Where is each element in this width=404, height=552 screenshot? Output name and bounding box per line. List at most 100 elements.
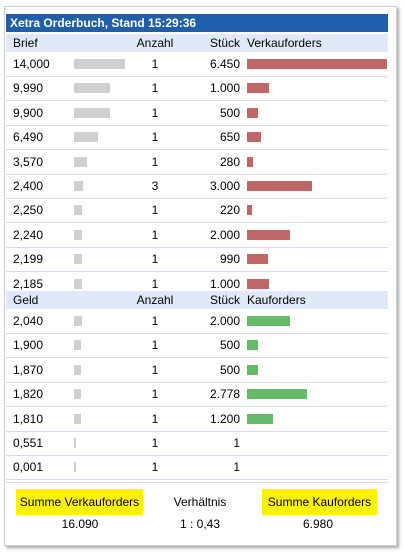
ask-row-divider: [6, 271, 388, 273]
ask-row: 2,400 3 3.000: [6, 174, 388, 198]
bid-header: Geld Anzahl Stück Kauforders: [6, 291, 388, 309]
ask-qty: 650: [219, 130, 240, 145]
ask-row-divider: [6, 197, 388, 199]
ask-price: 2,250: [13, 203, 44, 218]
bid-price-bar: [74, 340, 82, 351]
bid-count: 1: [151, 362, 159, 377]
bid-volume-bar: [247, 364, 258, 375]
ask-header-qty: Stück: [209, 36, 240, 50]
ask-count: 1: [151, 203, 159, 218]
ask-count: 1: [151, 57, 159, 71]
ask-price: 2,199: [13, 252, 44, 267]
bid-qty: 500: [219, 338, 240, 353]
ask-price: 9,900: [13, 105, 44, 120]
bid-qty: 1: [233, 460, 240, 475]
ask-row: 2,199 1 990: [6, 247, 388, 271]
ask-volume-bar: [247, 181, 313, 191]
bid-qty: 2.000: [209, 314, 240, 328]
ask-volume-bar: [247, 83, 269, 94]
bid-row-divider: [6, 430, 388, 432]
ask-row-divider: [6, 173, 388, 175]
ask-price: 6,490: [13, 130, 44, 145]
ask-price-bar: [74, 107, 110, 118]
ask-price: 2,400: [13, 179, 44, 193]
bid-row: 1,900 1 500: [6, 333, 388, 357]
ask-volume-bar: [247, 156, 254, 167]
ask-row-divider: [6, 100, 388, 102]
bid-row-divider: [6, 406, 388, 408]
bid-price-bar: [74, 413, 82, 424]
ask-price-bar: [74, 156, 87, 167]
bid-count: 1: [151, 411, 159, 426]
sum-buy-value: 6.980: [302, 517, 334, 531]
ask-price-bar: [74, 132, 98, 143]
bid-price: 0,001: [13, 460, 44, 475]
ask-qty: 2.000: [209, 227, 240, 242]
bid-count: 1: [151, 338, 159, 353]
orderbook-panel: [4, 6, 397, 546]
ask-count: 3: [151, 179, 159, 193]
ask-volume-bar: [247, 205, 252, 216]
bid-volume-bar: [247, 316, 291, 326]
ask-qty: 1.000: [209, 276, 240, 291]
ask-row-divider: [6, 246, 388, 248]
bid-price: 1,820: [13, 387, 44, 402]
ask-price: 2,185: [13, 276, 44, 291]
ask-count: 1: [151, 81, 159, 96]
ask-row: 2,240 1 2.000: [6, 223, 388, 247]
bid-price-bar: [74, 438, 77, 448]
bid-price-bar: [74, 316, 82, 326]
bid-price-bar: [74, 389, 82, 400]
bid-price: 2,040: [13, 314, 44, 328]
ask-row-divider: [6, 124, 388, 126]
ask-qty: 280: [219, 154, 240, 169]
bid-price-bar: [74, 462, 76, 473]
sum-sell-value: 16.090: [61, 517, 99, 531]
bid-count: 1: [151, 436, 159, 450]
bid-row-divider: [6, 381, 388, 383]
bid-count: 1: [151, 314, 159, 328]
ask-qty: 990: [219, 252, 240, 267]
bid-price: 1,810: [13, 411, 44, 426]
ask-row: 6,490 1 650: [6, 125, 388, 149]
bid-count: 1: [151, 460, 159, 475]
ask-price-bar: [74, 205, 83, 216]
ask-row: 2,185 1 1.000: [6, 272, 388, 296]
bid-qty: 1.200: [209, 411, 240, 426]
orderbook-title: Xetra Orderbuch, Stand 15:29:36: [6, 14, 388, 32]
ask-volume-bar: [247, 107, 258, 118]
ask-qty: 500: [219, 105, 240, 120]
ask-price-bar: [74, 278, 83, 289]
ask-price-bar: [74, 254, 83, 265]
ask-qty: 6.450: [209, 57, 240, 71]
ask-price-bar: [74, 83, 110, 94]
ask-row: 2,250 1 220: [6, 198, 388, 222]
ask-header: Brief Anzahl Stück Verkauforders: [6, 34, 388, 52]
bid-header-qty: Stück: [209, 293, 240, 307]
bid-row: 2,040 1 2.000: [6, 309, 388, 333]
bid-volume-bar: [247, 340, 258, 351]
sum-sell-label: Summe Verkauforders: [16, 489, 143, 515]
bid-header-label: Kauforders: [247, 293, 306, 307]
bid-count: 1: [151, 387, 159, 402]
ask-qty: 3.000: [209, 179, 240, 193]
ask-volume-bar: [247, 229, 291, 240]
ask-row-divider: [6, 222, 388, 224]
ask-price: 2,240: [13, 227, 44, 242]
ask-volume-bar: [247, 132, 261, 143]
bid-row-divider: [6, 332, 388, 334]
bid-header-count: Anzahl: [136, 293, 174, 307]
bid-price: 0,551: [13, 436, 44, 450]
ask-count: 1: [151, 227, 159, 242]
bid-row: 1,820 1 2.778: [6, 382, 388, 406]
ask-qty: 220: [219, 203, 240, 218]
bid-row-divider: [6, 479, 388, 481]
ask-volume-bar: [247, 254, 269, 265]
bid-price: 1,900: [13, 338, 44, 353]
bid-price-bar: [74, 364, 82, 375]
footer-divider: [6, 482, 388, 483]
bid-qty: 2.778: [209, 387, 240, 402]
ask-qty: 1.000: [209, 81, 240, 96]
ask-header-label: Verkauforders: [247, 36, 322, 50]
bid-qty: 500: [219, 362, 240, 377]
